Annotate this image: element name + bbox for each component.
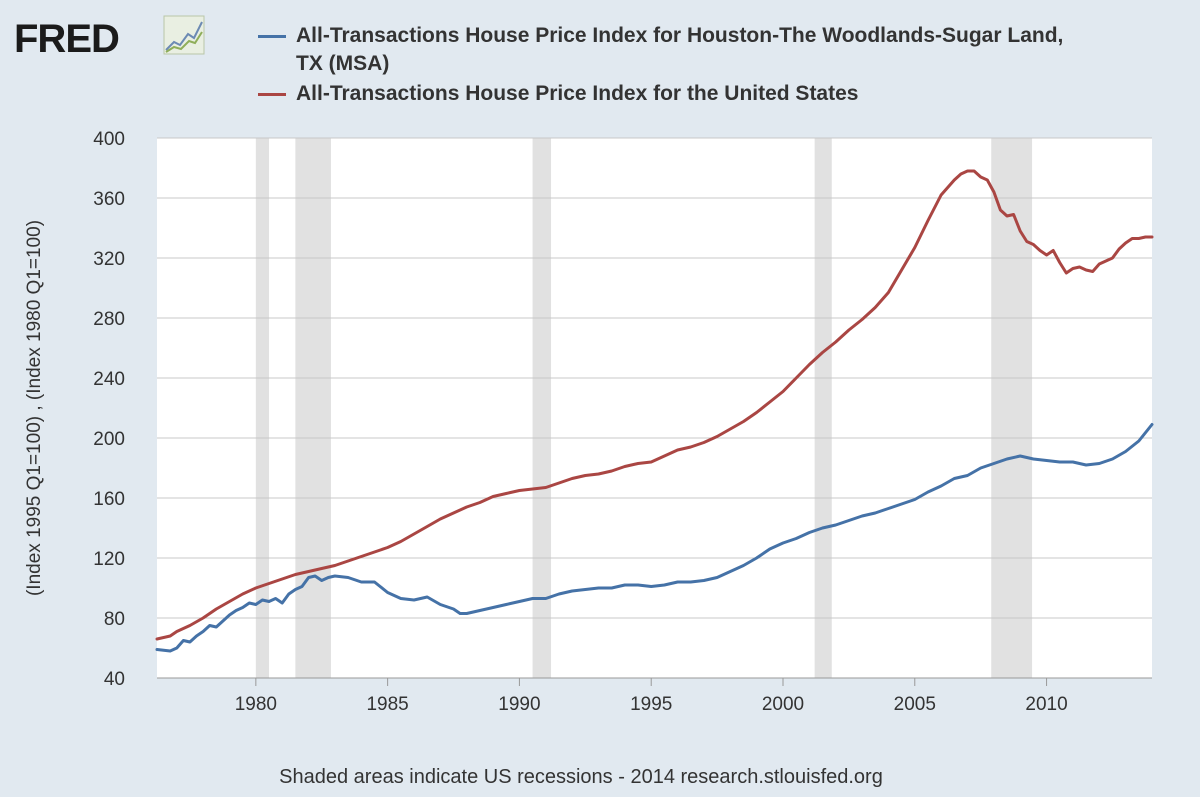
recession-band: [814, 138, 832, 678]
y-tick-label: 160: [93, 489, 125, 510]
recession-footnote: Shaded areas indicate US recessions - 20…: [279, 766, 883, 788]
trend-graph-icon: [163, 15, 205, 55]
x-tick-label: 1990: [498, 694, 540, 715]
recession-band: [255, 138, 270, 678]
series-line-houston[interactable]: [155, 423, 1154, 653]
data-series: [155, 169, 1154, 653]
x-axis-ticks: 1980 1985 1990 1995 2000 2005 2010: [157, 677, 1152, 715]
y-axis-ticks: 40 80 120 160 200 240 280 320 360 400: [93, 129, 125, 690]
y-axis-title: (Index 1995 Q1=100) , (Index 1980 Q1=100…: [24, 220, 45, 596]
y-tick-label: 200: [93, 429, 125, 450]
x-tick-label: 1995: [630, 694, 672, 715]
x-tick-label: 1985: [366, 694, 408, 715]
y-tick-label: 360: [93, 189, 125, 210]
legend-item-houston[interactable]: All-Transactions House Price Index for H…: [258, 22, 1138, 78]
x-tick-label: 1980: [235, 694, 277, 715]
y-tick-label: 80: [104, 609, 125, 630]
y-tick-label: 40: [104, 669, 125, 690]
legend-item-united-states[interactable]: All-Transactions House Price Index for t…: [258, 80, 1138, 108]
y-tick-label: 400: [93, 129, 125, 150]
fred-logo: FRED: [14, 15, 205, 61]
legend-swatch-united-states: [258, 93, 286, 96]
recession-band: [295, 138, 331, 678]
y-tick-label: 120: [93, 549, 125, 570]
x-tick-label: 2000: [762, 694, 804, 715]
recession-bands: [255, 138, 1033, 678]
y-tick-label: 240: [93, 369, 125, 390]
legend-swatch-houston: [258, 35, 286, 38]
fred-logo-text: FRED: [14, 17, 119, 61]
series-line-united-states[interactable]: [155, 169, 1154, 641]
legend-label-houston: All-Transactions House Price Index for H…: [296, 24, 1064, 75]
x-tick-label: 2005: [894, 694, 936, 715]
recession-band: [532, 138, 552, 678]
legend-label-united-states: All-Transactions House Price Index for t…: [296, 82, 859, 105]
x-tick-label: 2010: [1025, 694, 1067, 715]
y-tick-label: 280: [93, 309, 125, 330]
y-tick-label: 320: [93, 249, 125, 270]
chart-legend: All-Transactions House Price Index for H…: [258, 22, 1138, 110]
recession-band: [991, 138, 1033, 678]
